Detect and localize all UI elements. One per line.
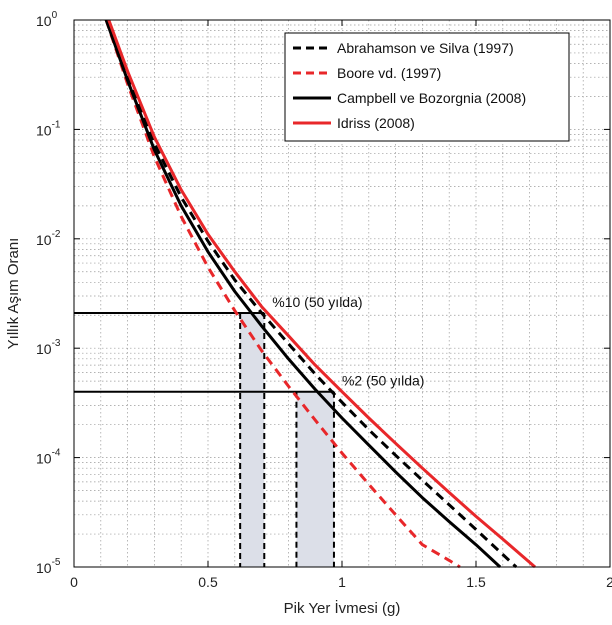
legend: Abrahamson ve Silva (1997) Boore vd. (199… [284, 32, 570, 142]
y-tick-label: 100 [36, 10, 58, 29]
series-line [104, 19, 518, 569]
grid [74, 20, 610, 567]
legend-label: Abrahamson ve Silva (1997) [337, 40, 514, 56]
x-tick-label: 0 [70, 574, 78, 590]
series-line [107, 19, 536, 569]
legend-label: Idriss (2008) [337, 115, 415, 131]
legend-label: Campbell ve Bozorgnia (2008) [337, 90, 526, 106]
legend-label: Boore vd. (1997) [337, 65, 441, 81]
shaded-range [240, 312, 265, 567]
y-axis-label: Yıllık Aşım Oranı [5, 238, 22, 350]
series-line [104, 19, 502, 569]
x-tick-label: 1 [338, 574, 346, 590]
series-line [104, 19, 461, 569]
y-tick-label: 10-4 [36, 448, 61, 467]
legend-box [284, 32, 570, 142]
hazard-levels: %10 (50 yılda) %2 (50 yılda) [74, 294, 424, 567]
series-lines [104, 19, 536, 569]
x-tick-label: 1.5 [466, 574, 486, 590]
x-tick-label: 0.5 [198, 574, 218, 590]
hazard-level-label: %10 (50 yılda) [272, 294, 362, 310]
x-tick-label: 2 [606, 574, 612, 590]
y-tick-label: 10-3 [36, 338, 61, 357]
x-axis-label: Pik Yer İvmesi (g) [284, 599, 401, 617]
y-tick-label: 10-5 [36, 557, 61, 576]
y-tick-label: 10-1 [36, 119, 61, 138]
hazard-level-label: %2 (50 yılda) [342, 373, 424, 389]
axis-ticks: 0 0.5 1 1.5 2 100 10-1 10-2 10-3 10-4 10-5 [36, 10, 612, 590]
y-tick-label: 10-2 [36, 229, 61, 248]
